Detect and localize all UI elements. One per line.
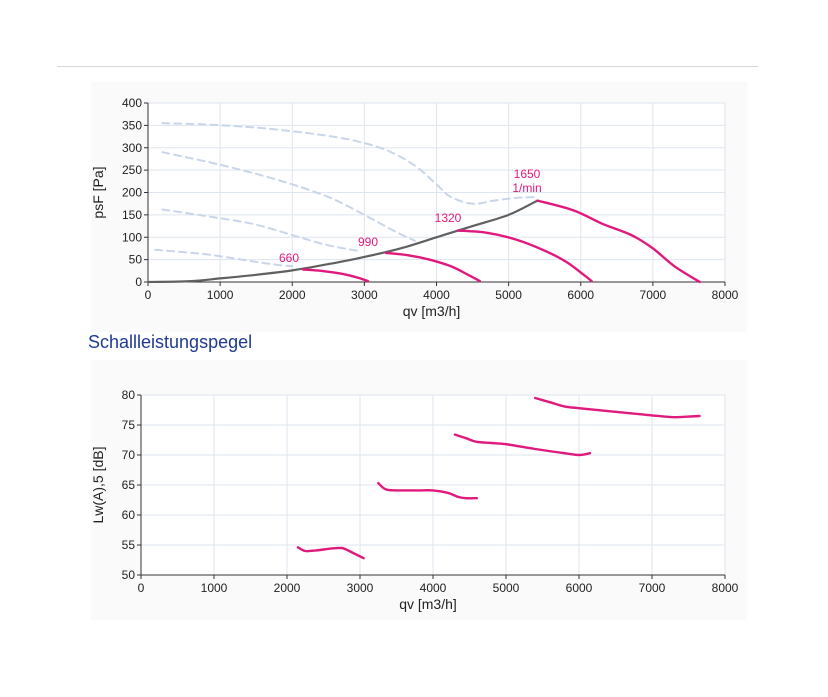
y-tick-label: 80	[122, 388, 136, 402]
x-tick-label: 4000	[420, 581, 447, 595]
x-tick-label: 0	[145, 288, 152, 302]
x-tick-label: 5000	[495, 288, 522, 302]
rpm-curve-line	[296, 546, 365, 560]
x-tick-label: 4000	[423, 288, 450, 302]
y-tick-label: 250	[122, 163, 142, 177]
x-tick-label: 6000	[567, 288, 594, 302]
rpm-label: 1/min	[512, 181, 541, 195]
y-tick-label: 150	[122, 208, 142, 222]
top-divider	[57, 66, 758, 67]
y-tick-label: 65	[122, 478, 136, 492]
x-axis-label: qv [m3/h]	[399, 596, 457, 612]
dashed-series-line	[154, 248, 294, 268]
x-tick-label: 2000	[279, 288, 306, 302]
dashed-series-line	[161, 122, 539, 205]
x-tick-label: 5000	[493, 581, 520, 595]
rpm-label: 660	[279, 251, 299, 265]
y-tick-label: 0	[135, 275, 142, 289]
rpm-curve-line	[301, 268, 370, 283]
y-tick-label: 200	[122, 186, 142, 200]
system-curve-line	[146, 199, 539, 284]
y-tick-label: 350	[122, 118, 142, 132]
y-tick-label: 55	[122, 538, 136, 552]
x-tick-label: 7000	[639, 581, 666, 595]
y-tick-label: 70	[122, 448, 136, 462]
rpm-curve-line	[456, 229, 593, 283]
y-tick-label: 50	[122, 568, 136, 582]
x-tick-label: 8000	[712, 581, 739, 595]
x-tick-label: 3000	[347, 581, 374, 595]
rpm-curve-line	[384, 251, 481, 283]
x-tick-label: 8000	[712, 288, 739, 302]
rpm-label: 1320	[435, 211, 462, 225]
x-tick-label: 2000	[274, 581, 301, 595]
y-tick-label: 75	[122, 418, 136, 432]
section-title: Schallleistungspegel	[88, 332, 253, 352]
rpm-curve-line	[453, 433, 592, 457]
x-axis-label: qv [m3/h]	[403, 303, 461, 319]
y-tick-label: 60	[122, 508, 136, 522]
x-tick-label: 3000	[351, 288, 378, 302]
x-tick-label: 7000	[640, 288, 667, 302]
dashed-series-line	[161, 208, 359, 252]
rpm-curve-line	[377, 482, 478, 500]
x-tick-label: 0	[138, 581, 145, 595]
y-tick-label: 400	[122, 96, 142, 110]
y-tick-label: 300	[122, 141, 142, 155]
y-axis-label: psF [Pa]	[90, 166, 106, 218]
rpm-curve-line	[536, 199, 701, 284]
y-axis-label: Lw(A),5 [dB]	[90, 446, 106, 523]
x-tick-label: 1000	[201, 581, 228, 595]
x-tick-label: 1000	[207, 288, 234, 302]
rpm-curve-line	[534, 396, 701, 419]
x-tick-label: 6000	[566, 581, 593, 595]
y-tick-label: 100	[122, 230, 142, 244]
rpm-label: 1650	[514, 167, 541, 181]
rpm-label: 990	[358, 235, 378, 249]
y-tick-label: 50	[129, 253, 143, 267]
dashed-series-line	[161, 151, 416, 242]
